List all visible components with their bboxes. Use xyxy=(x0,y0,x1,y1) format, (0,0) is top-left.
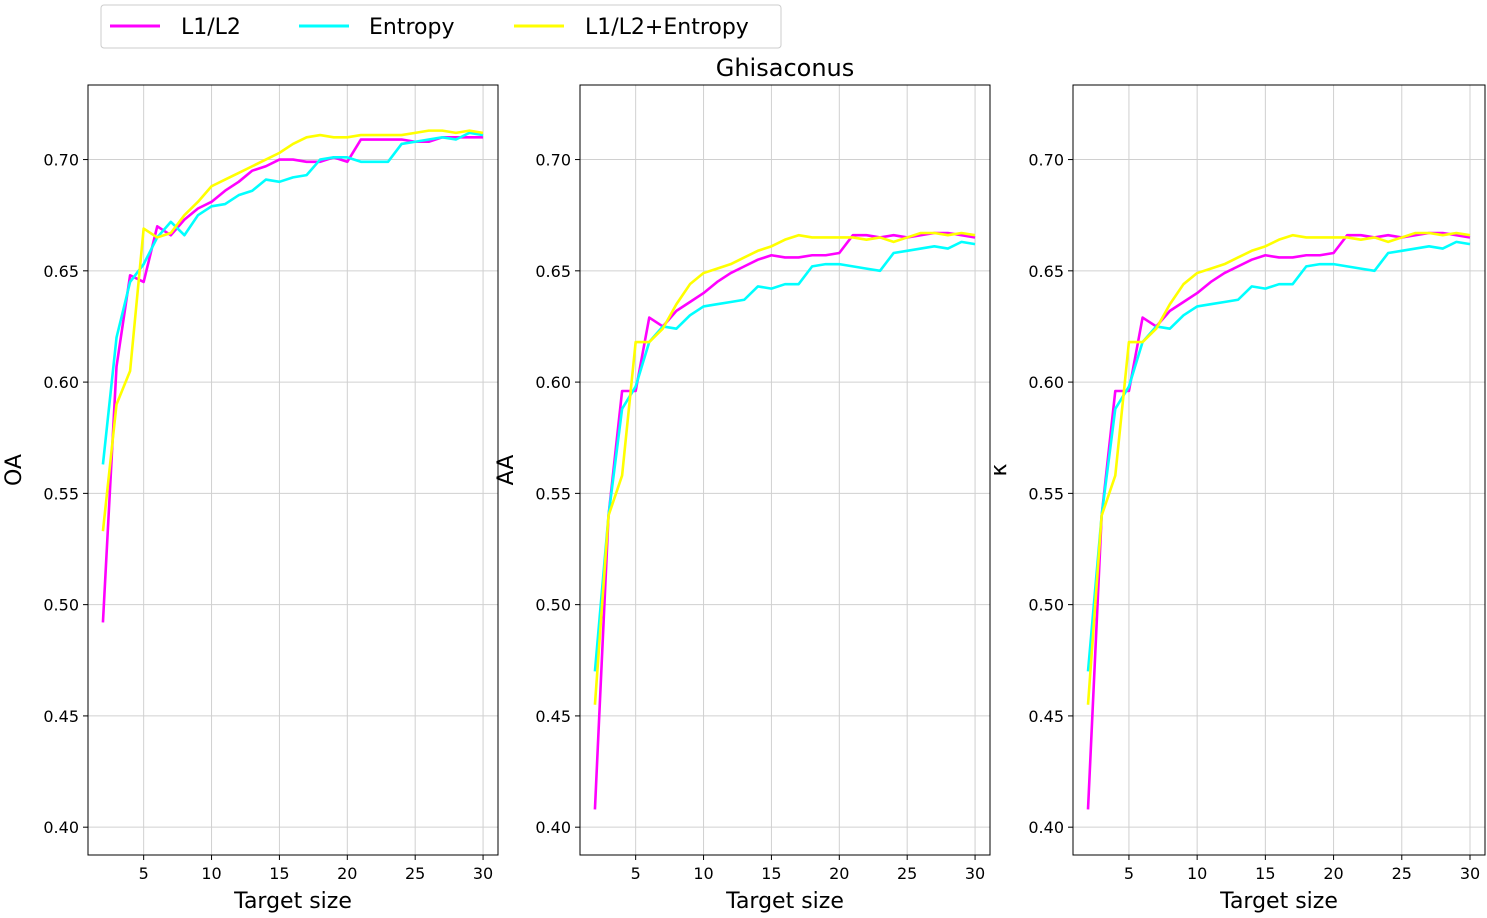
y-tick-label: 0.55 xyxy=(43,484,79,503)
x-tick-label: 5 xyxy=(631,864,641,883)
panel-3: 5 10 15 20 25 30 0.40 0.45 0.50 0.55 0.60 0.65 0.70 T… xyxy=(987,84,1486,914)
x-tick-label: 20 xyxy=(1323,864,1343,883)
axes-frame xyxy=(579,84,991,856)
y-tick-label: 0.60 xyxy=(1028,373,1064,392)
x-tick-label: 30 xyxy=(965,864,985,883)
x-tick-label: 15 xyxy=(761,864,781,883)
series-line-l1-l2-entropy xyxy=(593,231,976,705)
y-tick-label: 0.65 xyxy=(43,262,79,281)
axes-frame xyxy=(1072,84,1486,856)
y-tick-label: 0.70 xyxy=(535,151,571,170)
legend-label-entropy: Entropy xyxy=(369,15,454,40)
chart-panels: 5 10 15 20 25 30 0.40 0.45 0.50 0.55 0.60 0.65 0.70 T… xyxy=(2,84,1486,914)
y-tick-label: 0.40 xyxy=(535,818,571,837)
x-tick-label: 10 xyxy=(693,864,713,883)
legend-frame xyxy=(100,4,782,49)
y-tick-label: 0.55 xyxy=(1028,484,1064,503)
x-tick-label: 30 xyxy=(1460,864,1480,883)
x-axis-label: Target size xyxy=(1219,889,1338,914)
y-tick-label: 0.70 xyxy=(43,151,79,170)
y-tick-label: 0.65 xyxy=(535,262,571,281)
y-tick-label: 0.65 xyxy=(1028,262,1064,281)
y-tick-label: 0.40 xyxy=(1028,818,1064,837)
y-tick-label: 0.45 xyxy=(535,707,571,726)
x-tick-label: 20 xyxy=(337,864,357,883)
series-line-l1-l2-entropy xyxy=(1086,231,1471,705)
panel-2: 5 10 15 20 25 30 0.40 0.45 0.50 0.55 0.60 0.65 0.70 T… xyxy=(494,84,991,914)
figure-title: Ghisaconus xyxy=(716,54,855,82)
x-tick-label: 10 xyxy=(1187,864,1207,883)
y-axis-label: κ xyxy=(987,463,1012,476)
y-tick-label: 0.55 xyxy=(535,484,571,503)
y-tick-label: 0.45 xyxy=(43,707,79,726)
x-tick-label: 30 xyxy=(473,864,493,883)
x-tick-label: 25 xyxy=(897,864,917,883)
legend-label-l1l2: L1/L2 xyxy=(181,15,241,40)
y-tick-label: 0.50 xyxy=(43,596,79,615)
series-line-l1-l2-entropy xyxy=(101,129,484,532)
x-tick-label: 15 xyxy=(1255,864,1275,883)
x-tick-label: 20 xyxy=(829,864,849,883)
legend: L1/L2 Entropy L1/L2+Entropy xyxy=(100,4,782,49)
x-tick-label: 15 xyxy=(269,864,289,883)
y-tick-label: 0.60 xyxy=(43,373,79,392)
panel-1: 5 10 15 20 25 30 0.40 0.45 0.50 0.55 0.60 0.65 0.70 T… xyxy=(2,84,499,914)
legend-label-combined: L1/L2+Entropy xyxy=(585,15,749,40)
y-axis-label: OA xyxy=(2,454,27,486)
x-tick-label: 25 xyxy=(405,864,425,883)
y-tick-label: 0.60 xyxy=(535,373,571,392)
x-axis-label: Target size xyxy=(233,889,352,914)
x-tick-label: 25 xyxy=(1392,864,1412,883)
x-tick-label: 10 xyxy=(201,864,221,883)
x-tick-label: 5 xyxy=(139,864,149,883)
y-tick-label: 0.50 xyxy=(1028,596,1064,615)
y-tick-label: 0.45 xyxy=(1028,707,1064,726)
axes-frame xyxy=(87,84,499,856)
series-line-entropy xyxy=(101,131,484,465)
y-tick-label: 0.70 xyxy=(1028,151,1064,170)
y-tick-label: 0.40 xyxy=(43,818,79,837)
x-axis-label: Target size xyxy=(725,889,844,914)
x-tick-label: 5 xyxy=(1124,864,1134,883)
y-axis-label: AA xyxy=(494,455,519,486)
y-tick-label: 0.50 xyxy=(535,596,571,615)
